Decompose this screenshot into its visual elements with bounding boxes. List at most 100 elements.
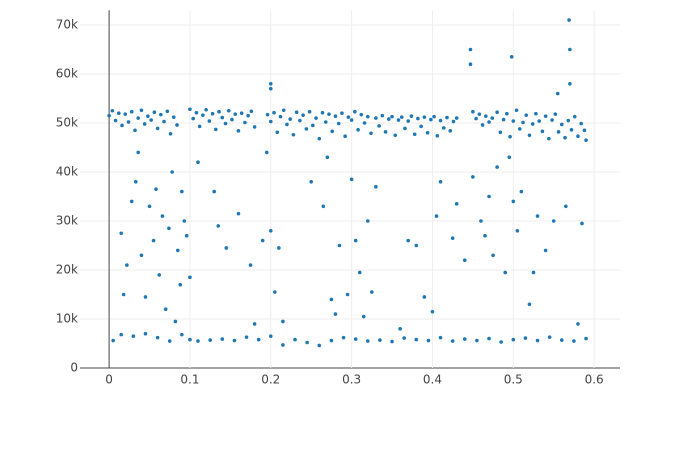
point [293,337,297,342]
point [232,338,237,343]
point [272,110,276,115]
point [155,335,160,340]
x-tick-label: 0.5 [504,373,523,387]
point [468,47,473,52]
point [230,117,234,122]
point [126,120,131,124]
point [362,121,367,125]
point [197,124,202,129]
point [281,343,285,347]
point [353,109,357,114]
x-tick-label: 0.6 [585,373,604,387]
point [543,248,548,253]
point [559,338,564,342]
point [139,108,144,113]
y-tick-label: 60k [56,67,78,81]
point [281,319,285,324]
point [239,111,244,115]
point [527,302,532,307]
point [188,337,192,342]
point [556,130,561,134]
point [422,295,427,299]
point [110,108,115,113]
point [119,231,124,236]
point [233,112,238,116]
point [260,238,265,243]
point [454,202,459,206]
point [425,131,430,135]
point [176,248,180,253]
point [191,116,195,121]
point [288,117,292,121]
point [304,127,309,131]
point [151,238,156,243]
point [336,121,341,126]
point [152,110,157,115]
point [550,118,554,122]
y-tick-label: 30k [56,214,78,228]
point [374,184,378,189]
point [374,116,378,120]
point [468,62,473,66]
point [330,129,335,134]
point [515,229,520,233]
point [217,109,221,114]
point [136,116,141,120]
point [498,130,503,135]
point [523,336,528,340]
point [329,338,334,343]
point [121,292,126,297]
point [474,116,478,121]
point [113,118,118,123]
point [214,127,218,132]
point [540,129,545,134]
point [491,253,495,258]
point [170,170,174,174]
point [568,82,572,86]
point [327,112,331,116]
point [264,150,269,155]
point [268,334,273,338]
y-tick-label: 70k [56,18,78,32]
point [268,229,273,233]
point [220,337,225,341]
point [563,135,567,140]
point [224,246,229,250]
point [180,189,184,194]
point [406,119,411,123]
point [462,337,467,341]
point [531,270,536,275]
point [517,127,522,131]
point [572,339,576,343]
point [275,130,280,135]
point [337,243,342,248]
point [349,118,354,122]
point [182,219,187,223]
point [475,338,479,343]
point [514,108,519,113]
point [479,219,483,223]
point [402,336,406,340]
point [196,160,200,164]
point [346,115,351,119]
point [365,339,370,343]
point [184,233,189,238]
point [281,108,286,113]
point [236,129,241,133]
point [508,134,512,139]
point [249,109,254,114]
point [438,180,443,184]
point [252,322,257,326]
point [487,336,491,341]
point [349,177,354,182]
point [208,338,212,342]
point [307,109,312,114]
point [188,275,192,280]
point [345,292,350,297]
point [426,338,431,343]
point [579,121,583,126]
point [142,122,147,126]
point [414,243,419,248]
point [535,214,540,218]
